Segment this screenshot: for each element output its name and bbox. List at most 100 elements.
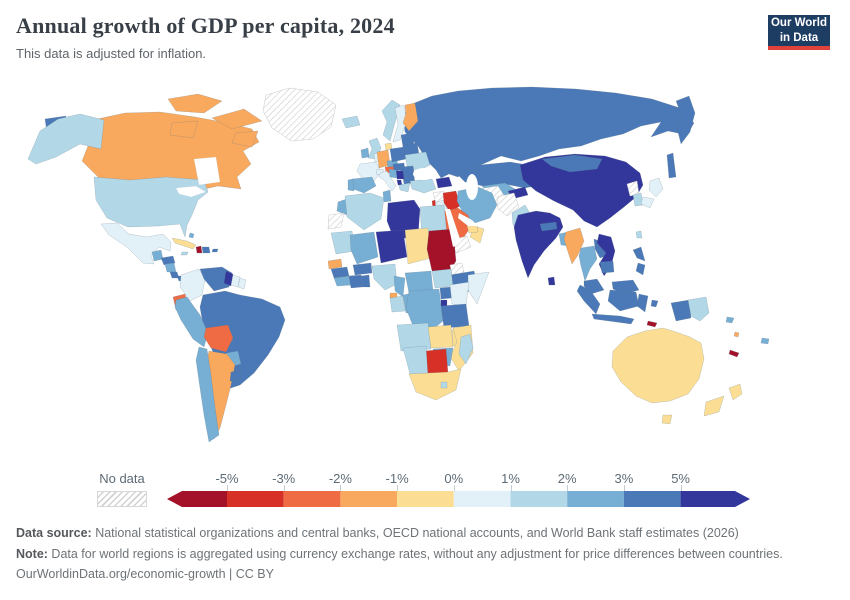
country-philippines-north[interactable]: [632, 246, 646, 262]
country-indonesia-sulawesi[interactable]: [636, 293, 649, 313]
country-finland[interactable]: [402, 102, 419, 132]
country-french-guiana[interactable]: [237, 277, 247, 290]
country-south-korea[interactable]: [632, 192, 644, 207]
country-nigeria[interactable]: [371, 263, 398, 291]
legend-bucket-6[interactable]: [510, 491, 568, 507]
country-bolivia[interactable]: [203, 324, 234, 353]
country-senegal[interactable]: [327, 258, 343, 270]
country-timor-leste[interactable]: [646, 320, 658, 328]
country-mali[interactable]: [349, 231, 379, 265]
legend-bucket-2[interactable]: [283, 491, 341, 507]
country-fiji[interactable]: [760, 337, 770, 345]
country-niger[interactable]: [375, 229, 408, 264]
legend-bucket-1[interactable]: [227, 491, 284, 507]
country-italy[interactable]: [378, 170, 397, 192]
country-canada-arctic-c[interactable]: [169, 120, 199, 139]
country-botswana[interactable]: [424, 348, 449, 375]
country-mexico[interactable]: [100, 222, 172, 265]
country-nz-north[interactable]: [728, 383, 743, 401]
country-uae[interactable]: [466, 224, 479, 234]
country-uruguay[interactable]: [229, 369, 242, 382]
country-haiti[interactable]: [195, 245, 203, 254]
legend-bucket-3[interactable]: [340, 491, 398, 507]
country-namibia[interactable]: [402, 345, 429, 377]
country-jamaica[interactable]: [180, 251, 189, 256]
country-mongolia[interactable]: [541, 154, 603, 173]
country-canada-arctic-b[interactable]: [211, 108, 263, 130]
country-cambodia[interactable]: [599, 260, 615, 274]
country-ireland[interactable]: [360, 147, 370, 159]
legend-bucket-4[interactable]: [397, 491, 454, 507]
country-tanzania[interactable]: [440, 303, 470, 329]
country-venezuela[interactable]: [199, 266, 233, 292]
country-vanuatu[interactable]: [733, 331, 740, 338]
country-usa-alaska[interactable]: [27, 113, 105, 165]
legend-bucket-0[interactable]: [167, 491, 227, 507]
country-colombia[interactable]: [179, 268, 206, 302]
country-nepal[interactable]: [539, 221, 558, 232]
country-papua-new-guinea[interactable]: [687, 296, 710, 322]
country-sri-lanka[interactable]: [547, 276, 556, 286]
country-solomon-islands[interactable]: [725, 316, 735, 324]
country-canada-arctic-d[interactable]: [231, 130, 259, 148]
country-india[interactable]: [513, 210, 564, 279]
country-france[interactable]: [356, 161, 382, 182]
country-caucasus[interactable]: [435, 176, 453, 189]
legend-color-bar[interactable]: [167, 491, 750, 507]
country-japan-north[interactable]: [648, 177, 664, 198]
country-greenland[interactable]: [262, 87, 337, 142]
legend-bucket-7[interactable]: [567, 491, 624, 507]
legend-bucket-9[interactable]: [680, 491, 750, 507]
country-sweden[interactable]: [392, 104, 408, 143]
no-data-swatch[interactable]: [97, 491, 147, 507]
country-cuba[interactable]: [171, 237, 197, 250]
country-burkina-faso[interactable]: [352, 262, 373, 276]
country-algeria[interactable]: [344, 192, 385, 231]
country-ghana[interactable]: [360, 274, 371, 288]
country-south-africa[interactable]: [408, 368, 462, 401]
country-nz-south[interactable]: [703, 395, 725, 417]
country-russia-sakhalin[interactable]: [666, 152, 677, 179]
country-iran[interactable]: [456, 186, 498, 224]
legend-bucket-5[interactable]: [453, 491, 511, 507]
country-canada-arctic-a[interactable]: [167, 93, 223, 114]
country-gabon[interactable]: [389, 295, 406, 313]
country-albania[interactable]: [396, 179, 403, 186]
country-iceland[interactable]: [341, 115, 361, 129]
country-tunisia[interactable]: [382, 189, 392, 203]
country-new-caledonia[interactable]: [728, 349, 740, 358]
country-taiwan[interactable]: [635, 230, 643, 239]
owid-link[interactable]: OurWorldinData.org/economic-growth | CC …: [16, 567, 274, 581]
country-russia-main[interactable]: [402, 86, 695, 179]
country-indonesia-kalimantan[interactable]: [607, 289, 640, 312]
country-indonesia-java[interactable]: [591, 313, 635, 325]
country-australia[interactable]: [611, 327, 705, 404]
legend-bucket-8[interactable]: [623, 491, 681, 507]
country-nicaragua[interactable]: [164, 262, 177, 273]
country-lesotho[interactable]: [440, 381, 448, 389]
country-guyana[interactable]: [223, 270, 234, 287]
country-indonesia-moluccas[interactable]: [650, 299, 659, 308]
country-croatia-bosnia[interactable]: [388, 168, 398, 179]
country-angola[interactable]: [396, 322, 432, 352]
country-china[interactable]: [519, 153, 644, 228]
country-west-papua[interactable]: [670, 299, 692, 322]
country-western-sahara[interactable]: [327, 212, 345, 230]
country-madagascar[interactable]: [458, 333, 474, 365]
country-indonesia-sumatra[interactable]: [576, 284, 601, 315]
country-philippines-south[interactable]: [635, 262, 646, 276]
country-peru[interactable]: [174, 296, 209, 348]
country-japan-south[interactable]: [640, 196, 655, 209]
country-myanmar[interactable]: [563, 227, 585, 265]
country-tasmania[interactable]: [661, 414, 673, 425]
country-turkey[interactable]: [409, 178, 437, 194]
country-thailand[interactable]: [578, 245, 598, 282]
country-chile[interactable]: [195, 346, 220, 443]
country-russia-kamchatka[interactable]: [675, 95, 696, 145]
country-rwanda-burundi[interactable]: [440, 299, 448, 307]
country-afghanistan[interactable]: [496, 192, 520, 217]
country-puerto-rico[interactable]: [211, 248, 219, 253]
country-bahamas[interactable]: [188, 232, 195, 239]
country-dominican-republic[interactable]: [201, 246, 211, 254]
country-honduras[interactable]: [160, 255, 176, 266]
